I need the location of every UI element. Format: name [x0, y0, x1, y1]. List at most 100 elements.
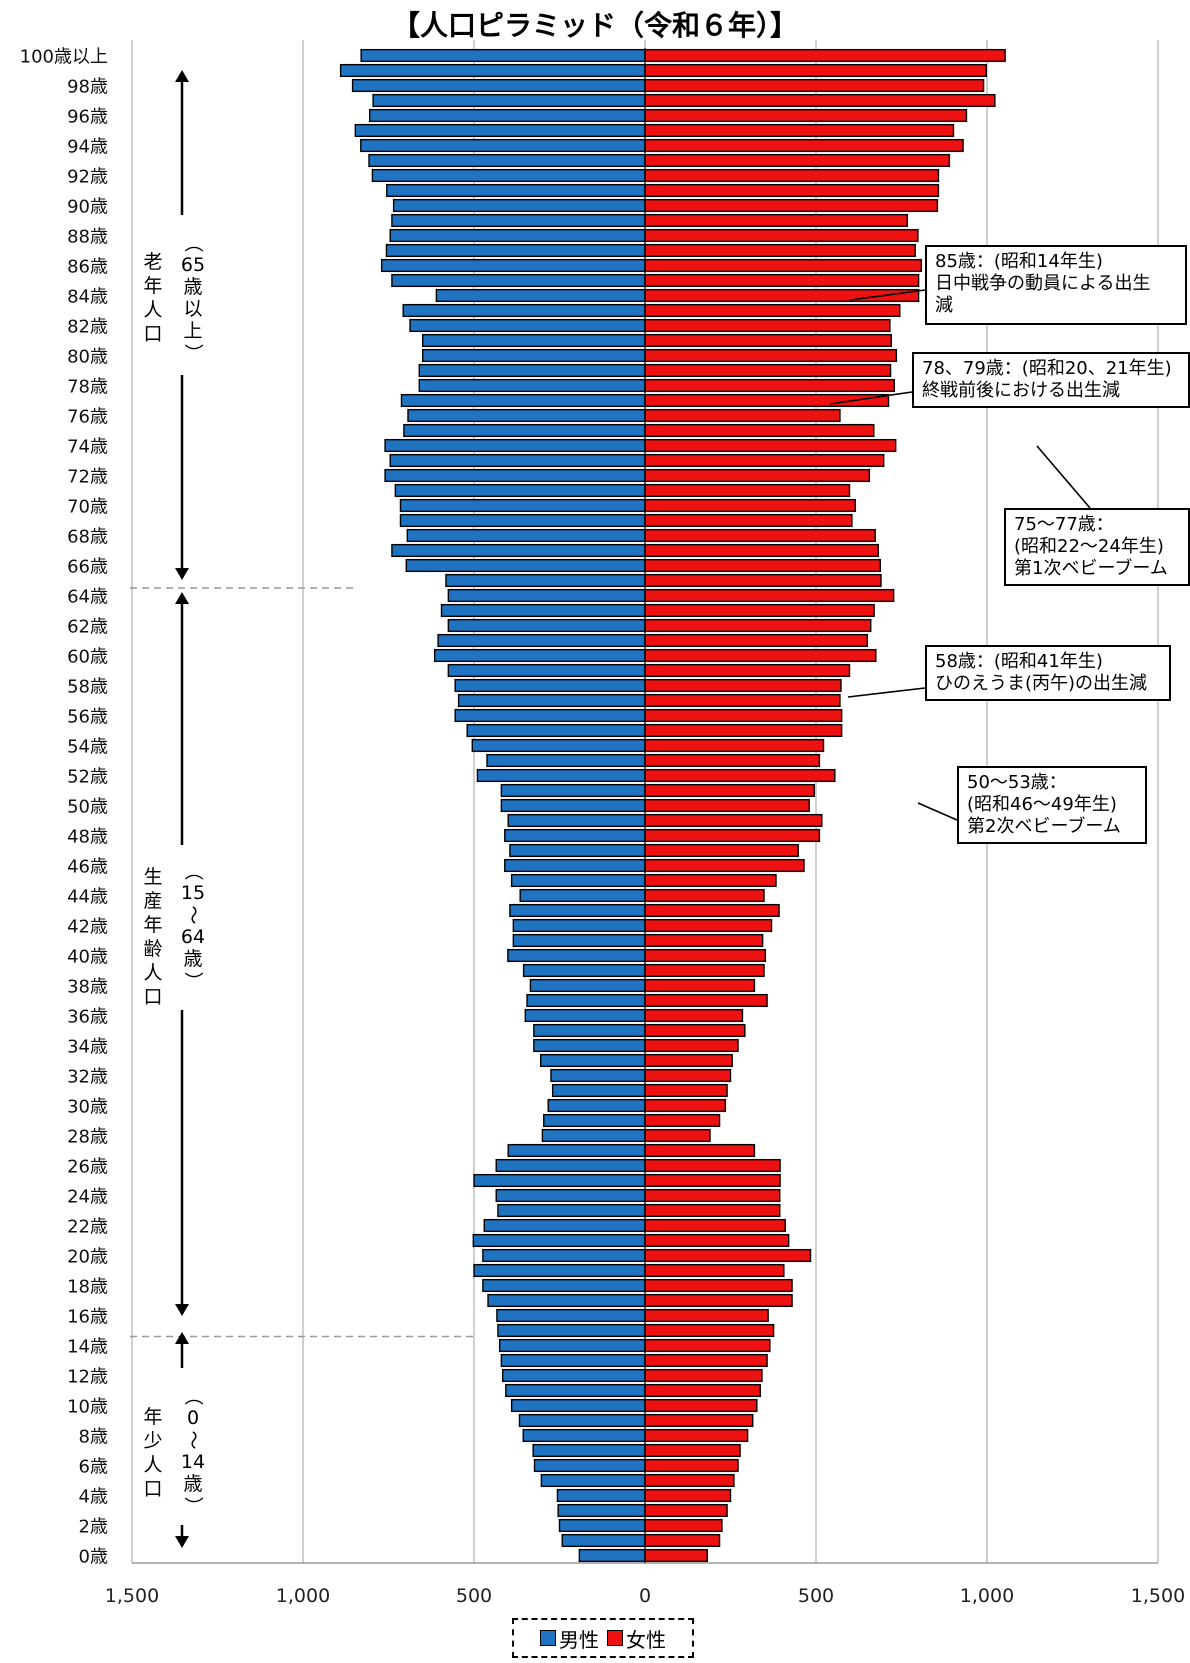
- y-tick-label: 86歳: [67, 257, 108, 278]
- male-bar: [399, 498, 646, 513]
- female-bar: [644, 108, 968, 123]
- female-bar: [644, 978, 756, 993]
- male-bar: [406, 528, 646, 543]
- annotation-78-79: 78、79歳：(昭和20、21年生) 終戦前後における出生減: [912, 352, 1190, 408]
- male-bar: [486, 753, 646, 768]
- male-bar: [497, 1203, 646, 1218]
- male-bar: [500, 783, 646, 798]
- male-bar: [502, 1368, 646, 1383]
- male-bar: [509, 843, 646, 858]
- y-tick-label: 8歳: [79, 1427, 108, 1448]
- female-bar: [644, 1053, 733, 1068]
- female-bar: [644, 1323, 775, 1338]
- male-bar: [519, 888, 646, 903]
- female-bar: [644, 528, 876, 543]
- female-bar: [644, 1443, 741, 1458]
- male-bar: [466, 723, 646, 738]
- y-tick-label: 64歳: [67, 587, 108, 608]
- female-bar: [644, 798, 810, 813]
- female-bar: [644, 858, 805, 873]
- female-bar: [644, 1518, 723, 1533]
- legend-swatch-female: [607, 1630, 623, 1646]
- leader-50: [917, 802, 958, 821]
- male-bar: [558, 1518, 646, 1533]
- chart-title: 【人口ピラミッド（令和６年）】: [391, 9, 798, 42]
- male-bar: [403, 423, 646, 438]
- female-bar: [644, 828, 821, 843]
- male-bar: [409, 318, 646, 333]
- female-bar: [644, 573, 882, 588]
- female-bar: [644, 768, 836, 783]
- y-tick-label: 20歳: [67, 1247, 108, 1268]
- male-bar: [380, 258, 646, 273]
- female-bar: [644, 378, 896, 393]
- female-bar: [644, 1398, 758, 1413]
- female-bar: [644, 1278, 793, 1293]
- male-bar: [507, 1143, 646, 1158]
- y-tick-label: 52歳: [67, 767, 108, 788]
- legend-swatch-male: [540, 1630, 556, 1646]
- legend-item-male: 男性: [540, 1624, 599, 1653]
- male-bar: [418, 363, 646, 378]
- male-bar: [371, 168, 646, 183]
- male-bar: [399, 513, 646, 528]
- male-bar: [384, 438, 646, 453]
- male-bar: [524, 1008, 646, 1023]
- y-tick-label: 92歳: [67, 167, 108, 188]
- female-bar: [644, 513, 853, 528]
- female-bar: [644, 693, 841, 708]
- female-bar: [644, 468, 871, 483]
- male-bar: [389, 228, 646, 243]
- male-bar: [509, 903, 646, 918]
- female-bar: [644, 123, 955, 138]
- male-bar: [454, 708, 646, 723]
- y-tick-label: 26歳: [67, 1157, 108, 1178]
- female-bar: [644, 78, 985, 93]
- female-bar: [644, 1293, 793, 1308]
- male-bar: [539, 1053, 646, 1068]
- female-bar: [644, 363, 892, 378]
- male-bar: [385, 243, 646, 258]
- female-bar: [644, 1128, 711, 1143]
- female-bar: [644, 588, 895, 603]
- y-tick-label: 54歳: [67, 737, 108, 758]
- female-bar: [644, 1038, 739, 1053]
- y-tick-label: 94歳: [67, 137, 108, 158]
- male-bar: [360, 138, 646, 153]
- male-bar: [445, 573, 646, 588]
- y-tick-label: 60歳: [67, 647, 108, 668]
- male-bar: [532, 1443, 646, 1458]
- male-bar: [495, 1188, 646, 1203]
- y-tick-label: 48歳: [67, 827, 108, 848]
- y-tick-label: 16歳: [67, 1307, 108, 1328]
- female-bar: [644, 1218, 786, 1233]
- male-bar: [533, 1038, 646, 1053]
- female-bar: [644, 873, 777, 888]
- female-bar: [644, 1173, 781, 1188]
- male-bar: [437, 633, 646, 648]
- male-bar: [507, 813, 646, 828]
- y-tick-label: 6歳: [79, 1457, 108, 1478]
- y-tick-label: 14歳: [67, 1337, 108, 1358]
- young-age-range-label: （0 ～ 14 歳）: [180, 1386, 206, 1516]
- male-bar: [578, 1548, 646, 1563]
- female-bar: [644, 423, 875, 438]
- y-tick-label: 42歳: [67, 917, 108, 938]
- female-bar: [644, 1548, 708, 1563]
- male-bar: [391, 543, 646, 558]
- y-tick-label: 72歳: [67, 467, 108, 488]
- female-bar: [644, 993, 768, 1008]
- male-bar: [510, 873, 646, 888]
- working-age-group-label: 生産年齢人口: [143, 866, 163, 1008]
- male-bar: [504, 828, 646, 843]
- young-arrowhead-down: [175, 1536, 189, 1548]
- male-bar: [435, 288, 646, 303]
- x-tick-label: 1,000: [276, 1585, 330, 1607]
- y-tick-label: 40歳: [67, 947, 108, 968]
- male-bar: [526, 993, 646, 1008]
- male-bar: [391, 273, 646, 288]
- female-bar: [644, 318, 891, 333]
- male-bar: [391, 213, 646, 228]
- female-bar: [644, 1428, 749, 1443]
- y-tick-label: 4歳: [79, 1487, 108, 1508]
